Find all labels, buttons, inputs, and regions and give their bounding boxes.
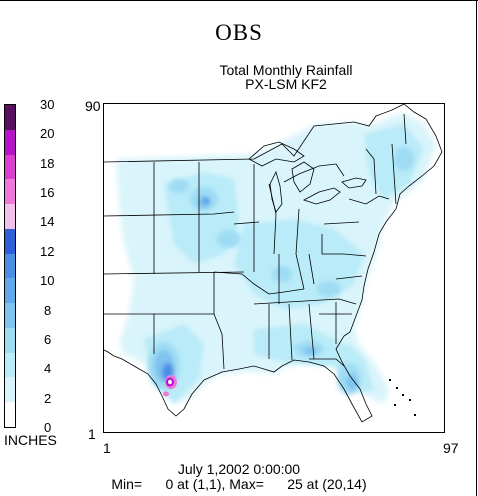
legend-swatch xyxy=(5,154,15,180)
top-border xyxy=(0,0,478,1)
min-max-stats: Min= 0 at (1,1), Max= 25 at (20,14) xyxy=(111,476,367,492)
legend-swatch xyxy=(5,402,15,428)
plot-title: OBS xyxy=(215,20,263,45)
model-label: PX-LSM KF2 xyxy=(245,76,327,92)
legend-level-label: 6 xyxy=(44,331,52,347)
legend-swatch xyxy=(5,303,15,329)
right-border xyxy=(476,0,477,496)
island-marks xyxy=(389,379,416,416)
legend-swatch xyxy=(5,105,15,130)
legend-level-label: 30 xyxy=(40,97,55,112)
rainfall-map xyxy=(103,103,445,433)
great-lakes xyxy=(248,141,367,213)
color-legend xyxy=(4,104,16,428)
y-axis-min: 1 xyxy=(88,426,96,442)
legend-level-label: 0 xyxy=(44,420,52,435)
x-axis-max: 97 xyxy=(443,440,459,456)
x-axis-min: 1 xyxy=(103,440,111,456)
legend-swatch xyxy=(5,327,15,353)
legend-level-label: 16 xyxy=(40,185,55,201)
legend-level-label: 10 xyxy=(40,273,55,289)
legend-level-label: 4 xyxy=(44,361,52,377)
legend-level-label: 18 xyxy=(40,155,55,171)
legend-level-label: 14 xyxy=(40,214,55,230)
legend-swatch xyxy=(5,253,15,279)
legend-units: INCHES xyxy=(4,432,57,448)
plot-subtitle: Total Monthly Rainfall xyxy=(219,62,353,78)
legend-swatch xyxy=(5,179,15,205)
legend-swatch xyxy=(5,377,15,403)
legend-level-label: 8 xyxy=(44,302,52,318)
rainfall-peak-core xyxy=(163,375,177,397)
y-axis-max: 90 xyxy=(85,98,101,114)
legend-level-label: 2 xyxy=(44,390,52,406)
legend-level-label: 20 xyxy=(40,126,55,142)
map-boundaries xyxy=(104,104,443,423)
legend-swatch xyxy=(5,352,15,378)
legend-swatch xyxy=(5,204,15,230)
legend-swatch xyxy=(5,278,15,304)
legend-swatch xyxy=(5,129,15,155)
valid-date: July 1,2002 0:00:00 xyxy=(177,461,301,477)
legend-level-label: 12 xyxy=(40,243,55,259)
legend-swatch xyxy=(5,228,15,254)
